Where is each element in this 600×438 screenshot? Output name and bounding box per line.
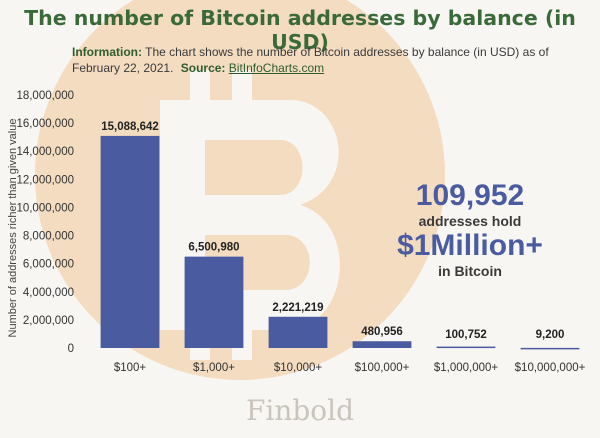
bar [520,347,580,350]
y-tick-label: 4,000,000 [23,287,74,299]
bar [436,346,496,349]
callout-number: 109,952 [415,179,525,212]
y-tick-label: 16,000,000 [16,118,74,130]
bar-value-label: 15,088,642 [101,121,159,133]
y-tick-label: 12,000,000 [16,174,74,186]
callout-line1: addresses hold [418,213,522,229]
source-link[interactable]: BitInfoCharts.com [228,61,325,75]
bar [352,341,412,348]
bar-value-label: 9,200 [536,329,565,341]
x-tick-label: $10,000,000+ [515,362,586,374]
info-label: Information: [72,45,142,59]
y-tick-label: 18,000,000 [16,90,74,102]
x-tick-label: $1,000+ [193,362,235,374]
brand-logo: Finbold [245,394,355,427]
x-tick-label: $100,000+ [355,362,410,374]
bar-value-label: 100,752 [445,329,487,341]
bar [268,316,328,348]
chart-title: The number of Bitcoin addresses by balan… [24,6,576,54]
bar [184,256,244,348]
millionaire-callout: 109,952 addresses hold $1Million+ in Bit… [372,180,568,280]
bar-value-label: 480,956 [361,326,403,338]
bar-value-label: 2,221,219 [272,302,323,314]
y-tick-label: 8,000,000 [23,231,74,243]
x-tick-label: $100+ [114,362,147,374]
info-note: Information: The chart shows the number … [72,44,582,76]
callout-amount: $1Million+ [397,229,543,262]
y-tick-label: 14,000,000 [16,146,74,158]
bar [100,135,160,348]
y-tick-label: 2,000,000 [23,315,74,327]
y-tick-label: 10,000,000 [16,202,74,214]
callout-line2: in Bitcoin [438,263,502,279]
info-text: The chart shows the number of Bitcoin ad… [72,45,549,75]
source-label: Source: [180,61,226,75]
x-tick-label: $1,000,000+ [434,362,499,374]
x-tick-label: $10,000+ [274,362,323,374]
bar-value-label: 6,500,980 [188,242,239,254]
y-tick-label: 0 [68,343,74,355]
y-axis-label: Number of addresses richer than given va… [7,119,19,338]
y-tick-label: 6,000,000 [23,259,74,271]
